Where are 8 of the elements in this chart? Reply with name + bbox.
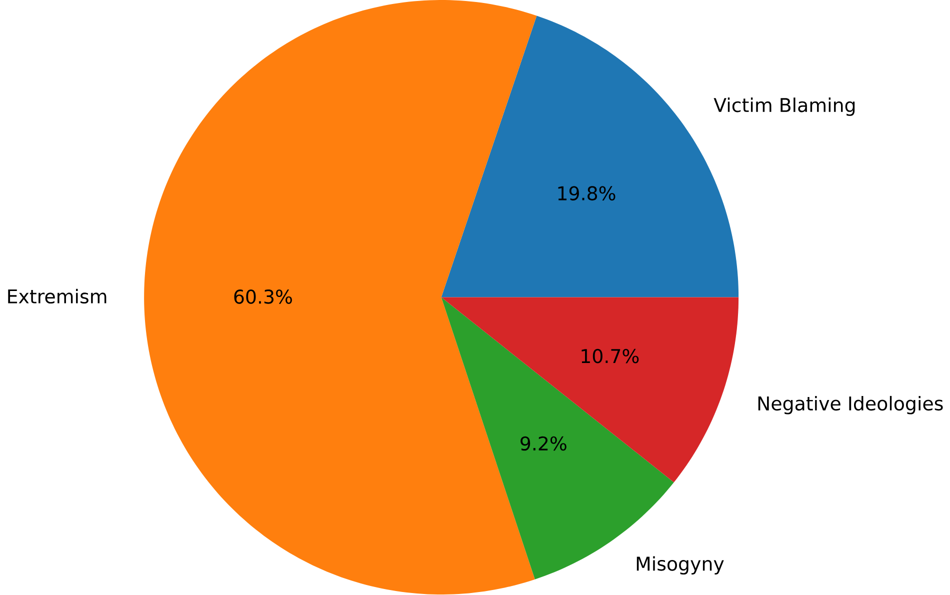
data-label: 9.2% — [520, 436, 566, 451]
data-label: 10.7% — [582, 349, 639, 364]
slice-label: Victim Blaming — [714, 98, 855, 116]
slice-label: Extremism — [8, 289, 106, 304]
data-label: 19.8% — [558, 186, 616, 201]
slice-label: Negative Ideologies — [758, 396, 943, 414]
slice-label: Misogyny — [636, 556, 724, 575]
data-label: 60.3% — [234, 290, 292, 304]
